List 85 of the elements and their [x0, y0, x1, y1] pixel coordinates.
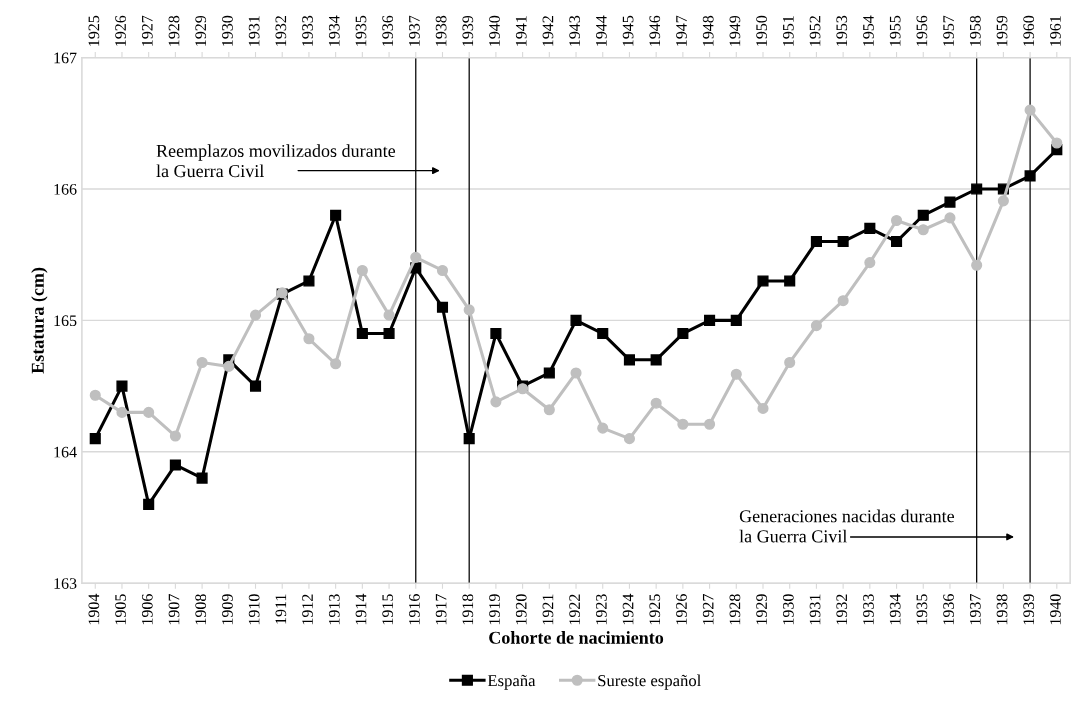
x2-tick-label: 1951: [782, 16, 794, 46]
x2-tick-label: 1955: [889, 15, 901, 46]
x-tick-label: 1936: [943, 594, 954, 625]
x2-tick-label: 1928: [168, 15, 180, 46]
x2-tick-label: 1947: [676, 15, 687, 46]
x2-tick-label: 1935: [355, 15, 367, 46]
x2-tick-label: 1938: [435, 15, 447, 46]
x-tick-label: 1934: [889, 593, 901, 625]
y-tick-label: 166: [54, 183, 77, 195]
x-tick-label: 1933: [863, 594, 874, 625]
x-tick-label: 1919: [489, 594, 500, 625]
x2-tick-label: 1929: [195, 15, 207, 46]
y-axis-title: Estatura (cm): [31, 267, 48, 374]
x2-tick-label: 1925: [88, 15, 100, 46]
legend-label: España: [487, 674, 536, 690]
x-axis-title: Cohorte de nacimiento: [489, 631, 664, 644]
x-tick-label: 1930: [782, 594, 794, 625]
x-tick-label: 1912: [302, 594, 313, 625]
x2-tick-label: 1926: [115, 15, 126, 46]
x2-tick-label: 1927: [141, 15, 153, 46]
x-tick-label: 1904: [88, 593, 100, 625]
x-tick-label: 1908: [195, 594, 207, 625]
x2-tick-label: 1953: [836, 15, 848, 46]
x2-tick-label: 1940: [489, 15, 500, 46]
y-tick-label: 167: [54, 52, 77, 64]
x2-tick-label: 1930: [222, 15, 233, 46]
x2-tick-label: 1942: [542, 16, 554, 46]
x-tick-label: 1920: [515, 594, 527, 625]
x2-tick-label: 1957: [943, 15, 954, 46]
x2-tick-label: 1959: [996, 15, 1008, 46]
x-tick-label: 1910: [248, 594, 260, 625]
x2-tick-label: 1945: [622, 15, 634, 46]
x-tick-label: 1932: [836, 594, 848, 625]
x-tick-label: 1916: [409, 594, 420, 625]
x-tick-label: 1906: [141, 594, 153, 625]
x-tick-label: 1939: [1023, 594, 1035, 625]
x2-tick-label: 1937: [409, 15, 420, 46]
x-tick-label: 1928: [729, 594, 741, 625]
x2-tick-label: 1944: [596, 15, 607, 46]
x2-tick-label: 1954: [863, 15, 874, 46]
x2-tick-label: 1958: [969, 15, 981, 46]
x2-tick-label: 1932: [275, 16, 287, 46]
annotation: Generaciones nacidas durante la Guerra Civil: [739, 509, 955, 543]
x-tick-label: 1907: [168, 594, 180, 625]
x-tick-label: 1938: [996, 594, 1008, 625]
x2-tick-label: 1941: [515, 16, 527, 46]
x2-tick-label: 1956: [916, 15, 928, 46]
x-tick-label: 1926: [676, 594, 687, 625]
x-tick-label: 1931: [809, 594, 821, 625]
x-tick-label: 1914: [355, 593, 367, 625]
x-tick-label: 1917: [435, 594, 447, 625]
x2-tick-label: 1946: [649, 15, 661, 46]
x2-tick-label: 1949: [729, 15, 741, 46]
x2-tick-label: 1933: [302, 15, 313, 46]
x-tick-label: 1905: [115, 594, 126, 625]
x-tick-label: 1909: [222, 594, 233, 625]
x-tick-label: 1924: [622, 593, 634, 625]
x2-tick-label: 1936: [382, 15, 394, 46]
x-tick-label: 1918: [462, 594, 474, 625]
x-tick-label: 1911: [275, 594, 287, 624]
x2-tick-label: 1948: [702, 15, 714, 46]
x2-tick-label: 1931: [248, 16, 260, 46]
x-tick-label: 1929: [756, 594, 767, 625]
x-tick-label: 1940: [1050, 594, 1061, 625]
x2-tick-label: 1960: [1023, 15, 1035, 46]
x2-tick-label: 1961: [1050, 16, 1061, 46]
legend-label: Sureste español: [598, 674, 701, 690]
x-tick-label: 1923: [596, 594, 607, 625]
x2-tick-label: 1943: [569, 15, 581, 46]
annotation: Reemplazos movilizados durante la Guerra Civil: [156, 144, 396, 178]
x-tick-label: 1925: [649, 594, 661, 625]
y-tick-label: 164: [54, 446, 77, 458]
x2-tick-label: 1939: [462, 15, 474, 46]
x-tick-label: 1927: [702, 594, 714, 625]
x2-tick-label: 1934: [328, 15, 340, 46]
x-tick-label: 1921: [542, 594, 554, 625]
x-tick-label: 1935: [916, 594, 928, 625]
x-tick-label: 1913: [328, 594, 340, 625]
x-tick-label: 1922: [569, 594, 581, 625]
x-tick-label: 1915: [382, 594, 394, 625]
y-tick-label: 163: [54, 578, 77, 589]
y-tick-label: 165: [54, 315, 77, 327]
x-tick-label: 1937: [969, 594, 981, 625]
x2-tick-label: 1950: [756, 15, 767, 46]
x2-tick-label: 1952: [809, 16, 821, 46]
